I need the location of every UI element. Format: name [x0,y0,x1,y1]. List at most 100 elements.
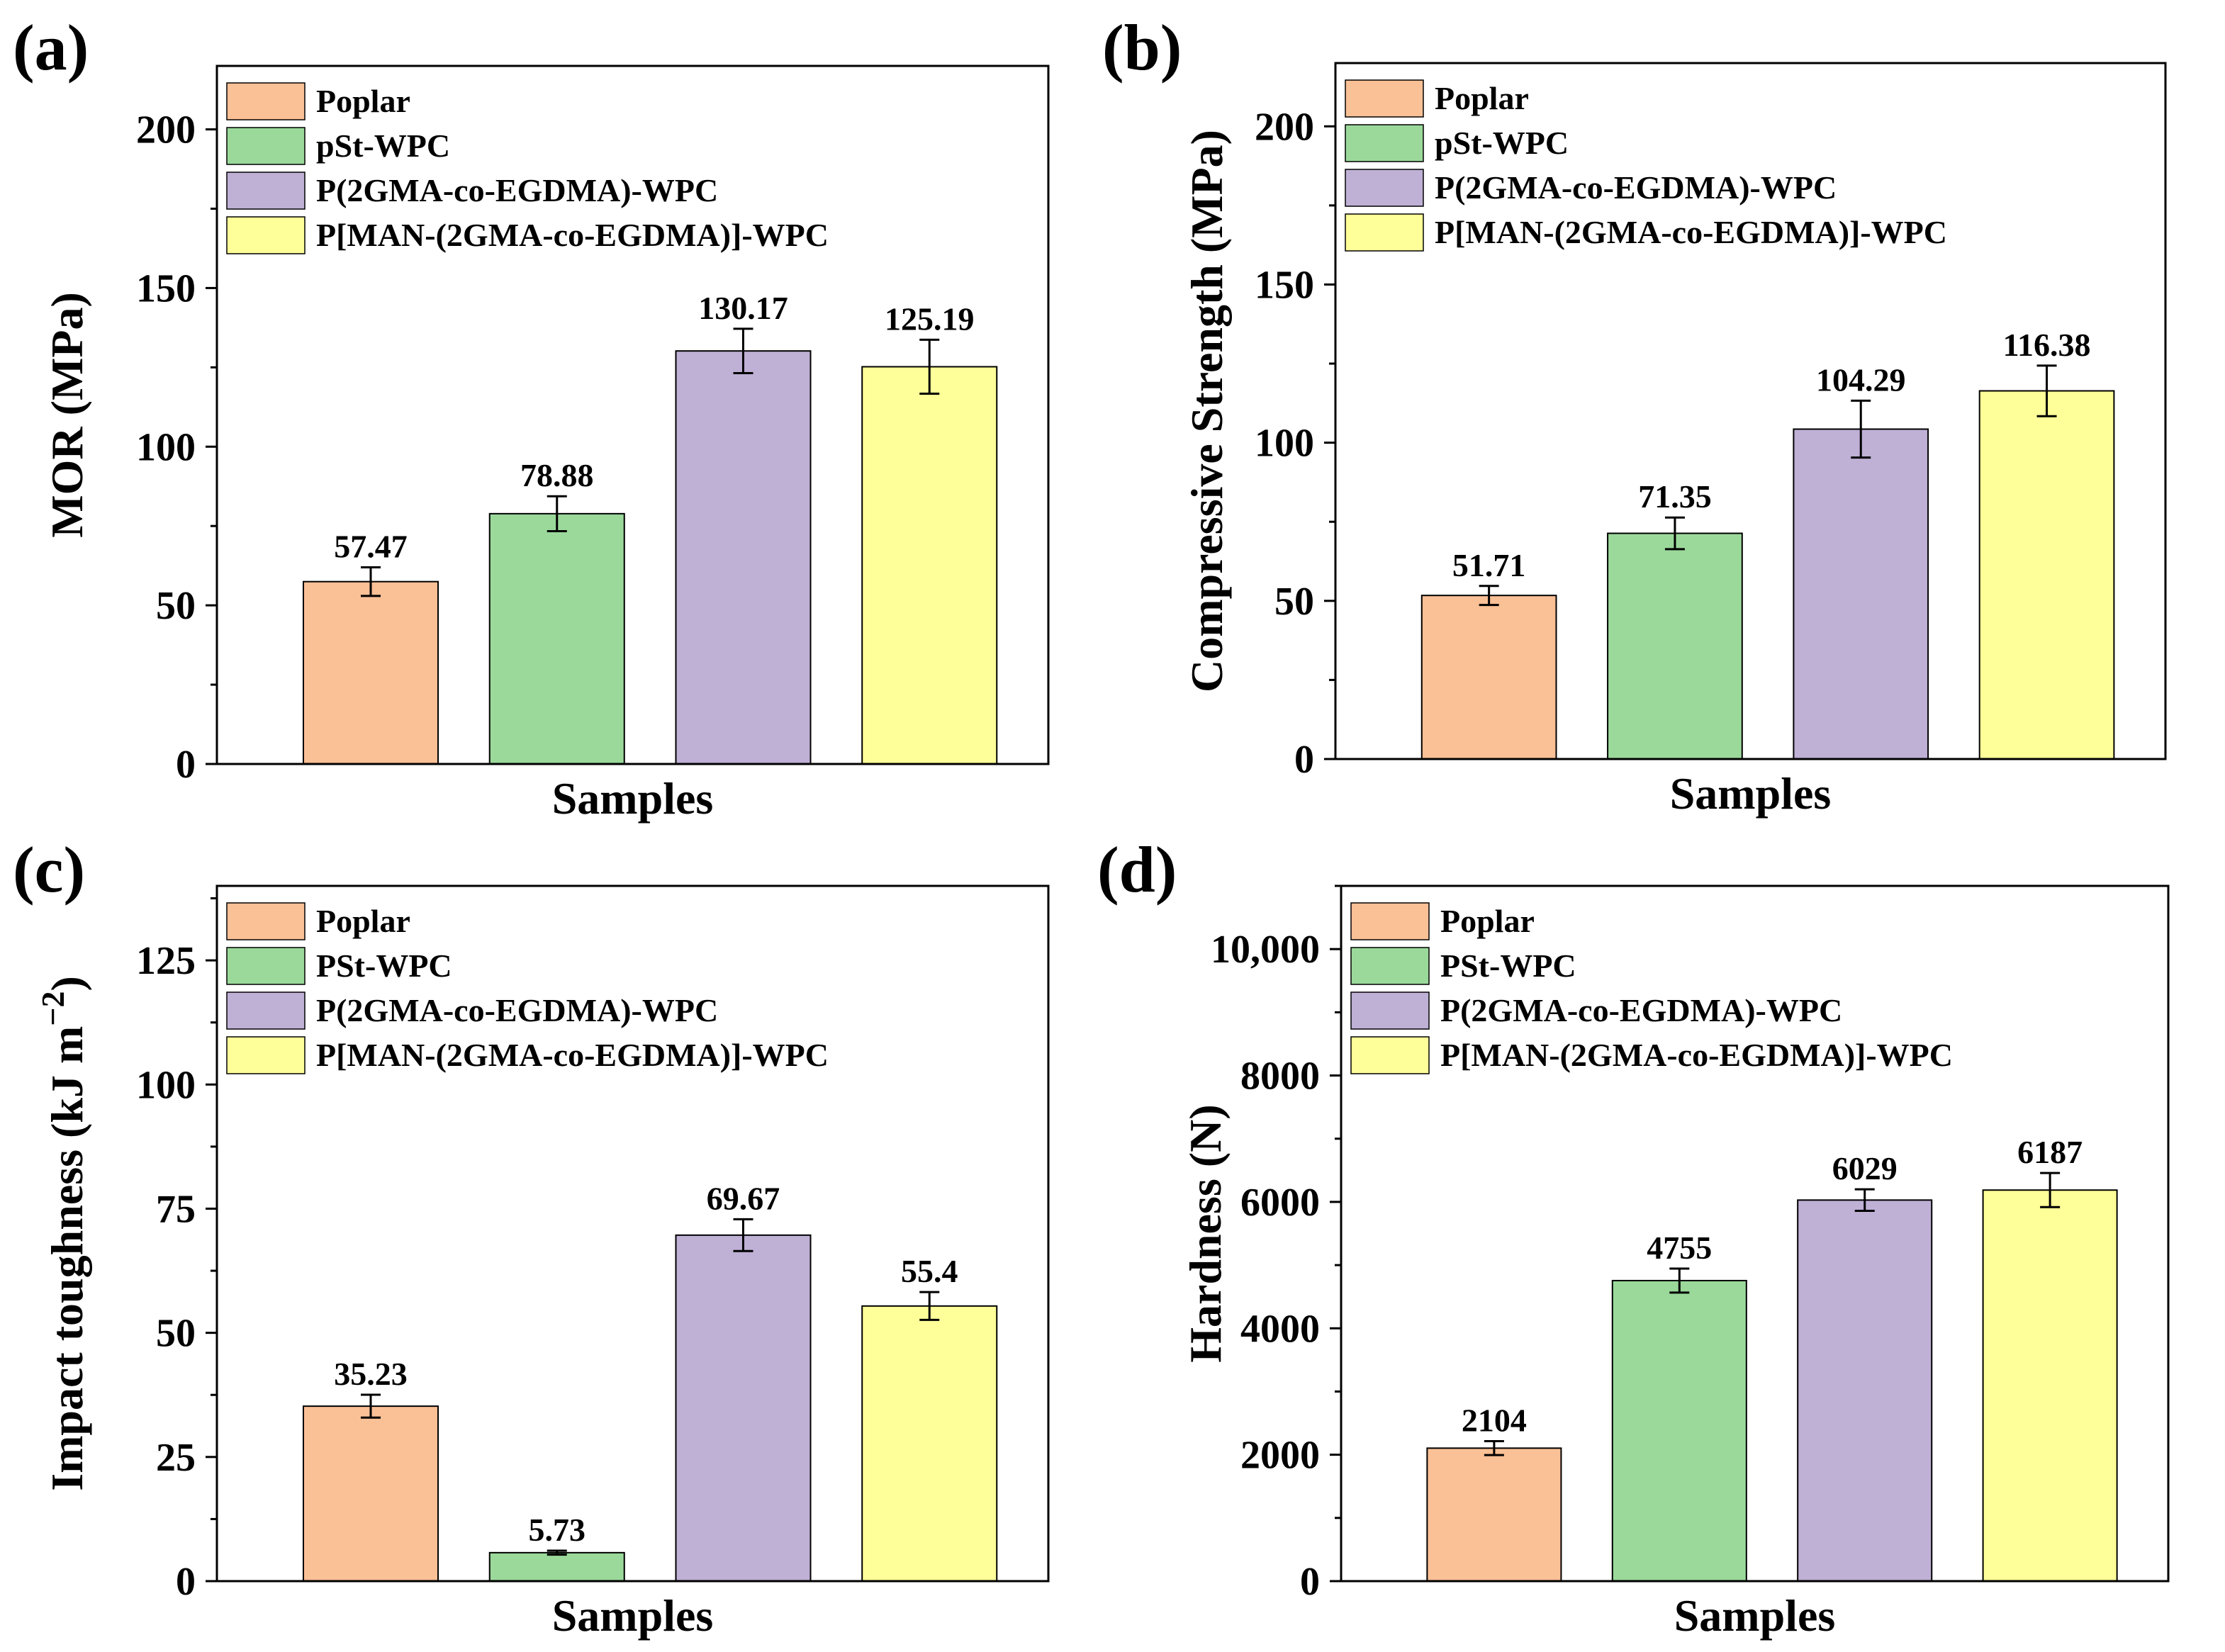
legend-entry-4: P[MAN-(2GMA-co-EGDMA)]-WPC [1435,214,1947,250]
panel-a: (a) 57.47 78.88 130.17 125.19 0 50 100 150 200 MOR… [13,11,1050,824]
x-axis-title: Samples [1674,1590,1836,1641]
y-axis-title-text: Hardness (N) [1180,1104,1231,1362]
y-tick-label: 50 [156,1312,196,1356]
error-bar-2 [1664,516,1685,551]
value-label-4: 55.4 [901,1253,958,1289]
value-label-2: 78.88 [520,457,594,493]
error-bar-4 [2036,364,2057,417]
value-label-2: 71.35 [1638,478,1712,515]
legend-swatch-3 [226,172,306,210]
y-tick-label: 25 [156,1436,196,1480]
bar-1 [1420,595,1557,760]
error-bar-1 [1484,1440,1504,1456]
error-bar-2 [547,495,567,532]
value-label-3: 130.17 [698,290,788,326]
bar-1 [302,1405,439,1582]
y-axis-title-text: MOR (MPa) [42,292,92,538]
bar-3 [675,1234,812,1583]
plot-frame [1334,62,2167,760]
y-tick-label: 100 [136,425,196,469]
error-bar-2 [1669,1267,1690,1294]
y-tick-label: 4000 [1240,1307,1320,1351]
legend-swatch-1 [226,82,306,120]
value-label-1: 57.47 [334,529,408,565]
legend: Poplar PSt-WPC P(2GMA-co-EGDMA)-WPC P[MAN-(… [1350,902,1953,1074]
panel-label: (a) [13,11,89,84]
panel-label: (c) [13,833,85,906]
y-tick-label: 100 [136,1063,196,1107]
legend-swatch-1 [226,902,306,940]
legend-swatch-2 [226,947,306,985]
y-tick-label: 0 [1294,738,1314,782]
x-axis-title: Samples [552,773,714,824]
value-label-3: 69.67 [707,1180,780,1216]
error-bar-3 [1854,1188,1875,1212]
y-tick-label: 0 [176,743,196,787]
y-tick-label: 10,000 [1211,928,1320,972]
legend-entry-2: pSt-WPC [316,128,450,164]
y-axis-title: Hardness (N) [1180,1104,1231,1362]
value-label-1: 2104 [1462,1403,1527,1439]
y-tick-label: 8000 [1240,1055,1320,1098]
value-label-4: 6187 [2017,1134,2083,1170]
error-bar-4 [919,338,940,395]
error-bar-4 [2040,1171,2061,1208]
plot-frame [215,64,1050,765]
y-tick-label: 2000 [1240,1434,1320,1478]
bar-2 [1611,1279,1747,1582]
error-bar-1 [361,566,381,597]
y-axis-title: MOR (MPa) [42,292,92,538]
legend-swatch-1 [1350,902,1430,940]
y-tick-label: 75 [156,1187,196,1231]
bar-3 [1793,428,1929,760]
y-tick-label: 50 [1274,580,1314,624]
error-bar-1 [361,1393,381,1419]
bar-4 [1978,390,2115,760]
legend-entry-1: Poplar [1440,903,1535,939]
legend-swatch-2 [1350,947,1430,985]
error-bar-4 [919,1291,940,1321]
y-axis-title-text: Impact toughness (kJ m [42,1026,92,1491]
legend-swatch-2 [226,127,306,165]
value-label-4: 125.19 [885,300,975,337]
legend-swatch-4 [1345,213,1424,252]
legend-entry-3: P(2GMA-co-EGDMA)-WPC [316,172,718,208]
plot-frame [215,884,1050,1583]
y-tick-label: 0 [1300,1560,1320,1604]
bar-2 [488,1551,625,1583]
legend-entry-3: P(2GMA-co-EGDMA)-WPC [1435,169,1837,206]
panel-b: (b) 51.71 71.35 104.29 116.38 0 50 100 150 200 Com… [1102,11,2167,819]
legend-entry-3: P(2GMA-co-EGDMA)-WPC [316,992,718,1028]
panel-d: (d) 2104 4755 6029 6187 0 2000 4000 6000 8000 10,0… [1097,833,2170,1641]
legend-entry-1: Poplar [316,903,410,939]
error-bar-3 [1851,399,1871,459]
error-bar-3 [733,1218,753,1252]
bar-1 [1426,1447,1562,1582]
x-axis-title: Samples [1670,768,1832,819]
x-axis-title: Samples [552,1590,714,1641]
bar-4 [1982,1189,2118,1582]
bar-3 [1797,1199,1933,1583]
legend-swatch-3 [1345,169,1424,207]
y-tick-label: 150 [1255,263,1314,307]
legend-swatch-2 [1345,124,1424,162]
legend-swatch-4 [226,1036,306,1074]
y-axis-title-text: Compressive Strength (MPa) [1182,130,1232,692]
panel-label: (b) [1102,11,1182,84]
y-tick-label: 125 [136,939,196,983]
legend-entry-4: P[MAN-(2GMA-co-EGDMA)]-WPC [1440,1037,1953,1073]
legend-entry-1: Poplar [1435,80,1529,116]
value-label-1: 35.23 [334,1356,408,1392]
legend-entry-2: PSt-WPC [316,948,452,984]
y-tick-label: 150 [136,266,196,310]
y-tick-label: 50 [156,584,196,628]
legend-entry-2: pSt-WPC [1435,125,1569,161]
value-label-3: 6029 [1832,1150,1898,1186]
y-axis-title-close: ) [42,976,92,991]
legend-entry-1: Poplar [316,83,410,119]
value-label-1: 51.71 [1452,547,1526,583]
bar-4 [861,366,998,765]
y-axis-title-superscript: −2 [35,991,71,1026]
y-tick-label: 0 [176,1560,196,1604]
